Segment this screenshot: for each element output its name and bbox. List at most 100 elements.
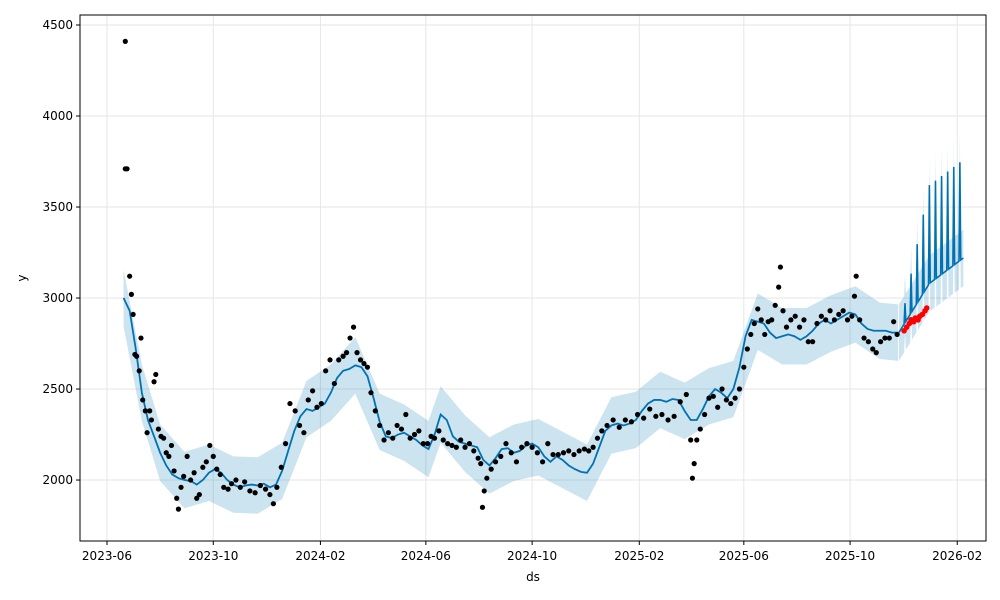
observed-point (581, 446, 587, 452)
y-tick-label: 2000 (42, 473, 73, 487)
observed-point (381, 437, 387, 443)
observed-point (741, 364, 747, 370)
observed-point (844, 317, 851, 323)
observed-point (751, 320, 757, 327)
observed-point (148, 417, 155, 423)
observed-point (877, 339, 884, 345)
observed-point (634, 411, 641, 418)
x-tick-label: 2026-02 (932, 549, 982, 563)
observed-point (274, 484, 280, 490)
observed-point (861, 335, 867, 341)
observed-point (475, 455, 481, 461)
observed-point (175, 506, 182, 512)
observed-point (801, 317, 807, 323)
y-axis-ticks: 2000 2500 3000 3500 4000 4500 (42, 18, 80, 487)
observed-point (576, 448, 582, 454)
observed-point (769, 317, 775, 323)
observed-points (122, 38, 900, 512)
observed-point (513, 459, 520, 465)
observed-point (853, 273, 859, 279)
observed-point (364, 364, 371, 370)
observed-point (780, 308, 786, 314)
x-tick-label: 2024-06 (401, 549, 451, 563)
observed-point (127, 273, 133, 279)
observed-point (783, 324, 790, 330)
observed-point (492, 459, 499, 465)
x-tick-label: 2025-06 (719, 549, 769, 563)
observed-point (407, 435, 413, 441)
observed-point (225, 486, 231, 492)
observed-point (318, 400, 324, 407)
observed-point (616, 424, 622, 430)
observed-point (748, 331, 754, 338)
y-tick-label: 3500 (42, 200, 73, 214)
observed-point (471, 448, 477, 454)
observed-point (894, 331, 900, 338)
observed-point (323, 368, 329, 374)
x-tick-label: 2025-10 (825, 549, 875, 563)
observed-point (758, 317, 764, 323)
observed-point (178, 484, 184, 490)
observed-point (550, 451, 556, 458)
observed-point (702, 411, 708, 418)
observed-point (466, 441, 473, 447)
observed-point (665, 417, 671, 423)
observed-point (357, 357, 364, 363)
observed-point (181, 473, 187, 479)
observed-point (247, 488, 253, 494)
y-tick-label: 2500 (42, 382, 73, 396)
observed-point (153, 371, 159, 378)
observed-point (314, 404, 320, 410)
observed-point (545, 441, 551, 447)
observed-point (188, 477, 194, 483)
observed-point (689, 475, 696, 481)
observed-point (723, 397, 729, 403)
uncertainty-band-area (123, 269, 899, 514)
observed-point (622, 417, 628, 423)
observed-point (478, 461, 484, 467)
observed-point (498, 453, 504, 459)
observed-point (124, 166, 130, 172)
observed-point (755, 306, 761, 312)
observed-point (361, 360, 367, 367)
observed-point (560, 450, 567, 456)
observed-point (694, 437, 700, 443)
observed-point (814, 320, 820, 327)
observed-point (155, 426, 162, 432)
observed-point (191, 470, 197, 476)
observed-point (462, 444, 468, 450)
observed-point (628, 419, 635, 425)
observed-point (719, 386, 725, 392)
observed-point (571, 451, 577, 458)
observed-point (343, 350, 350, 356)
observed-point (818, 313, 824, 319)
observed-point (479, 504, 486, 510)
forecast-line-future (898, 162, 964, 334)
observed-point (831, 317, 838, 323)
observed-point (882, 335, 888, 341)
observed-point (671, 413, 677, 419)
observed-point (174, 495, 180, 501)
x-tick-label: 2024-02 (295, 549, 345, 563)
observed-point (424, 441, 431, 447)
observed-point (301, 430, 307, 436)
x-tick-label: 2023-06 (82, 549, 132, 563)
observed-point (233, 477, 239, 483)
observed-point (873, 350, 879, 356)
observed-point (385, 430, 391, 436)
observed-point (594, 435, 601, 441)
observed-point (481, 488, 487, 494)
observed-point (836, 311, 842, 318)
x-tick-label: 2024-10 (507, 549, 557, 563)
observed-point (508, 450, 514, 456)
observed-point (445, 441, 451, 447)
observed-point (309, 388, 316, 394)
observed-point (524, 441, 530, 447)
observed-point (270, 501, 276, 507)
observed-point (777, 264, 784, 270)
observed-point (398, 426, 405, 432)
observed-point (287, 400, 293, 407)
observed-point (796, 324, 803, 330)
x-axis-label: ds (526, 570, 540, 584)
